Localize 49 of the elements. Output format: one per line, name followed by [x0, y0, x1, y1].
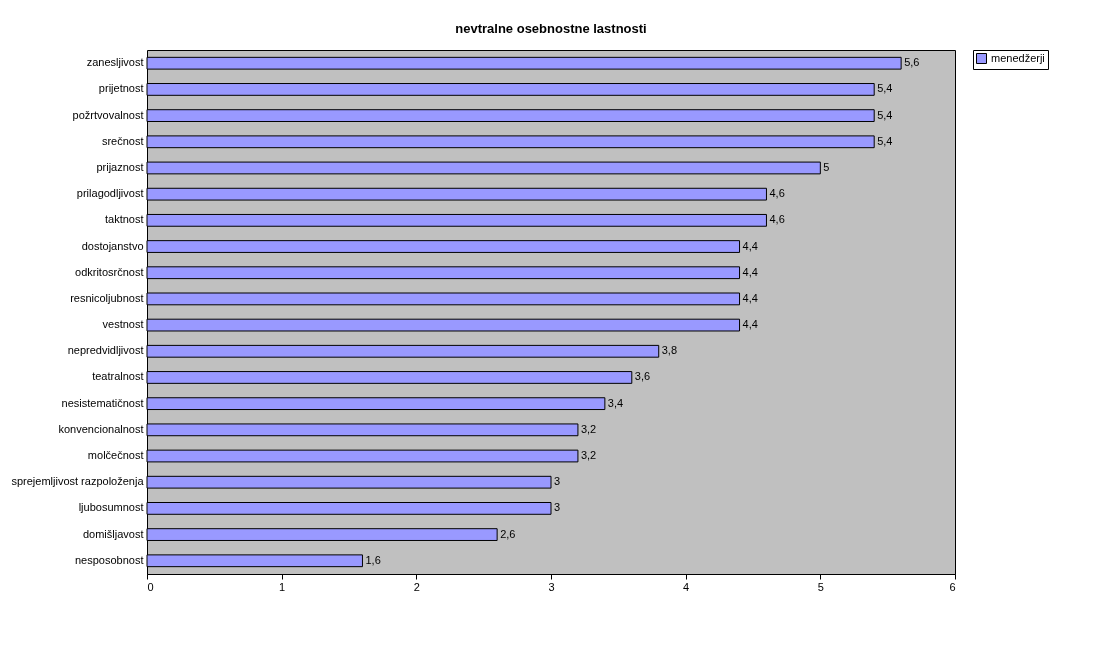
x-tick-label: 3 [548, 580, 555, 593]
data-label: 4,4 [742, 265, 758, 278]
y-tick-label: dostojanstvo [81, 239, 144, 252]
data-label: 1,6 [365, 553, 381, 566]
legend-label: menedžerji [991, 51, 1045, 64]
y-tick-label: prijetnost [98, 82, 144, 95]
data-label: 3,2 [580, 422, 597, 435]
data-label: 5,4 [877, 108, 893, 121]
y-tick-label: srečnost [101, 134, 144, 147]
x-tick-label: 6 [949, 580, 956, 593]
y-tick-label: nepredvidljivost [67, 344, 144, 357]
y-tick-label: nesistematičnost [61, 396, 144, 409]
x-tick-label: 0 [147, 580, 154, 593]
x-tick-label: 4 [683, 580, 690, 593]
data-label: 3,4 [607, 396, 624, 409]
y-tick-label: nesposobnost [75, 553, 144, 566]
y-tick-label: sprejemljivost razpoloženja [11, 475, 145, 488]
y-tick-label: prilagodljivost [76, 187, 144, 200]
y-tick-label: ljubosumnost [78, 501, 144, 514]
data-label: 4,4 [742, 318, 758, 331]
data-label: 2,6 [500, 527, 516, 540]
y-tick-label: vestnost [102, 318, 144, 331]
x-tick-label: 5 [817, 580, 824, 593]
data-label: 3,6 [634, 370, 651, 383]
data-label: 3 [554, 501, 561, 514]
data-label: 4,4 [742, 239, 758, 252]
y-tick-label: zanesljivost [86, 56, 144, 69]
data-label: 5,6 [904, 56, 920, 69]
y-tick-label: požrtvovalnost [72, 108, 144, 121]
data-label: 3,2 [580, 449, 597, 462]
data-label: 3,8 [661, 344, 678, 357]
y-tick-label: resnicoljubnost [70, 291, 144, 304]
data-label: 4,6 [769, 213, 785, 226]
y-tick-label: molčečnost [87, 449, 144, 462]
y-tick-label: taktnost [104, 213, 144, 226]
y-tick-label: teatralnost [92, 370, 144, 383]
x-tick-label: 1 [279, 580, 286, 593]
data-label: 3 [554, 475, 561, 488]
data-label: 4,4 [742, 291, 758, 304]
x-tick-label: 2 [413, 580, 420, 593]
y-tick-label: prijaznost [96, 160, 144, 173]
y-tick-label: odkritosrčnost [75, 265, 144, 278]
chart-title: nevtralne osebnostne lastnosti [455, 20, 647, 36]
y-tick-label: konvencionalnost [58, 422, 144, 435]
data-label: 5 [823, 160, 830, 173]
y-tick-label: domišljavost [82, 527, 144, 540]
data-label: 4,6 [769, 187, 785, 200]
data-label: 5,4 [877, 134, 893, 147]
data-label: 5,4 [877, 82, 893, 95]
